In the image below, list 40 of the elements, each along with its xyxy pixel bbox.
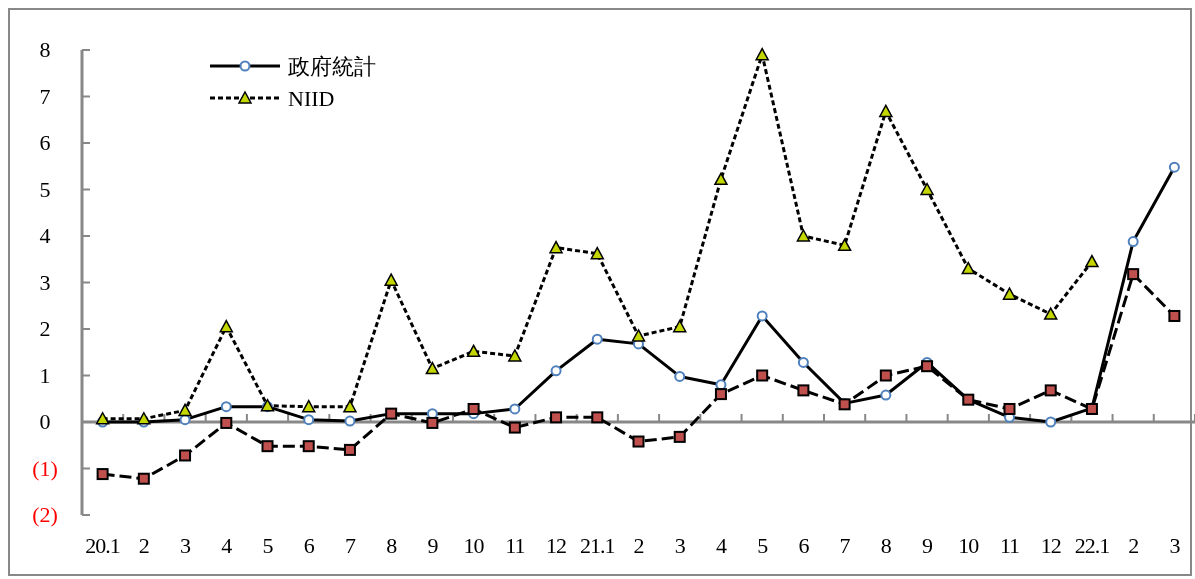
x-tick-label: 11 <box>505 533 525 558</box>
x-tick-label: 3 <box>180 533 192 558</box>
y-tick-label: 5 <box>39 176 51 202</box>
x-tick-label: 3 <box>674 533 686 558</box>
legend-label: NIID <box>288 86 335 111</box>
x-tick-label: 8 <box>880 533 892 558</box>
y-tick-label: 4 <box>39 223 51 248</box>
x-tick-label: 7 <box>344 533 356 558</box>
x-tick-label: 9 <box>427 533 439 558</box>
x-tick-label: 12 <box>546 533 567 558</box>
x-tick-label: 11 <box>999 533 1020 558</box>
x-tick-label: 5 <box>262 533 274 558</box>
y-tick-label: 0 <box>39 409 51 434</box>
x-tick-label: 10 <box>958 533 980 558</box>
y-tick-label: (1) <box>32 455 58 481</box>
x-tick-label: 6 <box>303 533 315 558</box>
y-tick-label: 3 <box>39 269 51 295</box>
x-tick-label: 2 <box>1128 533 1139 558</box>
x-tick-label: 20.1 <box>85 533 120 558</box>
x-tick-label: 9 <box>922 533 934 558</box>
x-tick-label: 3 <box>1169 533 1181 558</box>
x-tick-label: 4 <box>715 533 727 558</box>
x-tick-label: 10 <box>463 533 485 558</box>
y-tick-label: (2) <box>32 502 58 527</box>
y-tick-label: 7 <box>39 83 51 109</box>
x-tick-label: 8 <box>386 533 398 558</box>
x-tick-label: 4 <box>221 533 233 558</box>
x-tick-label: 7 <box>839 533 851 558</box>
x-tick-label: 21.1 <box>580 533 615 558</box>
x-tick-label: 22.1 <box>1074 533 1110 558</box>
x-tick-label: 12 <box>1040 533 1061 558</box>
y-tick-label: 6 <box>39 130 51 155</box>
x-tick-label: 5 <box>757 533 769 558</box>
y-tick-label: 2 <box>39 316 51 341</box>
y-tick-label: 1 <box>39 362 51 388</box>
x-tick-label: 2 <box>138 533 149 558</box>
x-tick-label: 6 <box>798 533 810 558</box>
x-tick-label: 2 <box>633 533 644 558</box>
legend-label: 政府統計 <box>288 54 376 79</box>
y-tick-label: 8 <box>39 37 51 62</box>
